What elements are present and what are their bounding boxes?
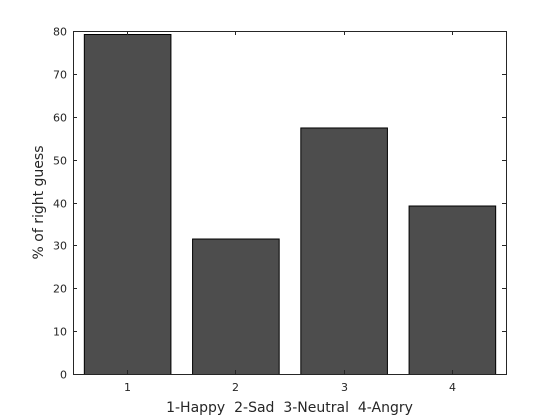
y-tick-label: 40: [53, 198, 67, 211]
bar-1: [83, 34, 172, 375]
y-tick-label: 60: [53, 112, 67, 125]
x-tick-label: 1: [124, 381, 131, 394]
x-axis-ticks: 1 2 3 4: [124, 31, 456, 394]
x-tick-label: 2: [232, 381, 239, 394]
y-tick-label: 50: [53, 155, 67, 168]
bars-group: [83, 34, 497, 375]
y-tick-label: 20: [53, 283, 67, 296]
bar-2: [192, 238, 280, 375]
y-tick-label: 10: [53, 326, 67, 339]
x-tick-label: 3: [341, 381, 348, 394]
bar-4: [408, 205, 497, 375]
y-tick-label: 80: [53, 26, 67, 39]
y-axis-label: % of right guess: [31, 145, 47, 259]
y-tick-label: 70: [53, 69, 67, 82]
y-axis-ticks: 0 10 20 30 40 50 60 70 80: [53, 26, 506, 382]
x-axis-label: 1-Happy 2-Sad 3-Neutral 4-Angry: [166, 400, 413, 416]
y-tick-label: 30: [53, 240, 67, 253]
bar-3: [300, 127, 388, 375]
y-tick-label: 0: [60, 369, 67, 382]
x-tick-label: 4: [449, 381, 456, 394]
